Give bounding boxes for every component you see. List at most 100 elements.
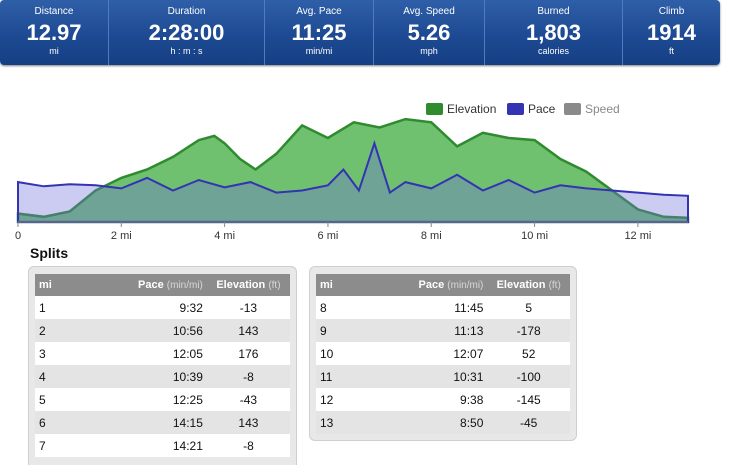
table-header: mi Pace (min/mi) Elevation (ft) [316,274,570,296]
x-tick-label: 0 [15,230,21,242]
cell-elevation: 5 [487,296,570,319]
table-row[interactable]: 9 11:13 -178 [316,319,570,342]
table-row[interactable]: 12 9:38 -145 [316,388,570,411]
cell-mile: 2 [35,319,123,342]
legend-pace[interactable]: Pace [528,102,556,116]
cell-pace: 10:56 [123,319,207,342]
cell-mile: 12 [316,388,404,411]
stat-value: 2:28:00 [148,20,225,45]
col-header-mi[interactable]: mi [316,274,404,296]
cell-elevation: 143 [206,319,290,342]
cell-mile: 7 [35,434,123,457]
stat-value: 1914 [647,20,696,45]
col-header-elevation-label: Elevation [216,279,266,291]
cell-elevation: 143 [206,411,290,434]
col-header-elevation-unit: (ft) [268,280,281,291]
cell-elevation: -100 [487,365,570,388]
splits-panel-right: mi Pace (min/mi) Elevation (ft) 8 11:45 5 9… [309,266,577,441]
elevation-area [16,117,690,224]
table-row[interactable]: 5 12:25 -43 [35,388,290,411]
cell-elevation: -8 [206,434,290,457]
stat-distance: Distance 12.97 mi [0,0,108,65]
cell-elevation: -178 [487,319,570,342]
stat-avg-speed: Avg. Speed 5.26 mph [373,0,484,65]
col-header-elevation[interactable]: Elevation (ft) [487,274,570,296]
cell-mile: 1 [35,296,123,319]
stat-value: 12.97 [26,20,82,45]
stat-unit: mi [49,46,59,56]
col-header-pace[interactable]: Pace (min/mi) [404,274,488,296]
cell-pace: 14:21 [123,434,207,457]
col-header-pace[interactable]: Pace (min/mi) [123,274,207,296]
cell-mile: 3 [35,342,123,365]
table-row[interactable]: 11 10:31 -100 [316,365,570,388]
x-tick-label: 10 mi [521,230,548,242]
stat-value: 11:25 [291,20,347,45]
stat-unit: h : m : s [170,46,203,56]
stat-avg-pace: Avg. Pace 11:25 min/mi [264,0,373,65]
cell-pace: 10:31 [404,365,488,388]
stat-label: Burned [537,6,570,17]
col-header-elevation-unit: (ft) [548,280,561,291]
stat-label: Avg. Speed [403,6,455,17]
table-row[interactable]: 8 11:45 5 [316,296,570,319]
chart-legend[interactable]: Elevation Pace Speed [426,102,620,116]
x-tick-label: 12 mi [624,230,651,242]
col-header-pace-unit: (min/mi) [166,280,203,291]
table-row[interactable]: 10 12:07 52 [316,342,570,365]
cell-elevation: 52 [487,342,570,365]
stat-unit: min/mi [305,46,333,56]
stat-burned: Burned 1,803 calories [484,0,622,65]
legend-swatch-pace [507,103,524,115]
cell-mile: 11 [316,365,404,388]
stat-duration: Duration 2:28:00 h : m : s [108,0,264,65]
cell-mile: 4 [35,365,123,388]
stat-climb: Climb 1914 ft [622,0,720,65]
cell-elevation: -45 [487,411,570,434]
cell-pace: 10:39 [123,365,207,388]
splits-panel-left: mi Pace (min/mi) Elevation (ft) 1 9:32 -13… [28,266,297,465]
table-row[interactable]: 1 9:32 -13 [35,296,290,319]
cell-pace: 9:32 [123,296,207,319]
col-header-pace-label: Pace [138,279,164,291]
col-header-elevation[interactable]: Elevation (ft) [206,274,290,296]
cell-pace: 12:07 [404,342,488,365]
table-row[interactable]: 4 10:39 -8 [35,365,290,388]
col-header-pace-label: Pace [418,279,445,291]
stat-value: 5.26 [407,20,451,45]
legend-elevation[interactable]: Elevation [447,102,496,116]
cell-pace: 8:50 [404,411,488,434]
legend-swatch-elevation [426,103,443,115]
splits-table-left: mi Pace (min/mi) Elevation (ft) 1 9:32 -13… [35,274,290,457]
cell-pace: 9:38 [404,388,488,411]
cell-mile: 6 [35,411,123,434]
cell-elevation: -145 [487,388,570,411]
stat-value: 1,803 [525,20,582,45]
x-tick-label: 2 mi [111,230,132,242]
cell-elevation: 176 [206,342,290,365]
cell-elevation: -13 [206,296,290,319]
cell-mile: 8 [316,296,404,319]
splits-title: Splits [30,245,69,261]
stat-label: Duration [167,6,206,17]
splits-table-right: mi Pace (min/mi) Elevation (ft) 8 11:45 5 9… [316,274,570,434]
stat-label: Climb [658,6,685,17]
legend-speed[interactable]: Speed [585,102,620,116]
cell-elevation: -43 [206,388,290,411]
x-ticks: 0 2 mi 4 mi 6 mi 8 mi 10 mi 12 mi [15,222,651,242]
col-header-mi[interactable]: mi [35,274,123,296]
stat-unit: mph [420,46,438,56]
stat-unit: ft [668,46,674,56]
table-row[interactable]: 13 8:50 -45 [316,411,570,434]
stats-bar: Distance 12.97 mi Duration 2:28:00 h : m… [0,0,720,65]
cell-pace: 12:05 [123,342,207,365]
table-row[interactable]: 6 14:15 143 [35,411,290,434]
cell-pace: 11:13 [404,319,488,342]
legend-swatch-speed [564,103,581,115]
table-row[interactable]: 3 12:05 176 [35,342,290,365]
table-row[interactable]: 2 10:56 143 [35,319,290,342]
elevation-pace-chart: Elevation Pace Speed 0 2 mi 4 mi 6 mi 8 mi 10… [15,102,690,242]
table-row[interactable]: 7 14:21 -8 [35,434,290,457]
col-header-elevation-label: Elevation [496,279,546,291]
stat-label: Distance [34,6,74,17]
